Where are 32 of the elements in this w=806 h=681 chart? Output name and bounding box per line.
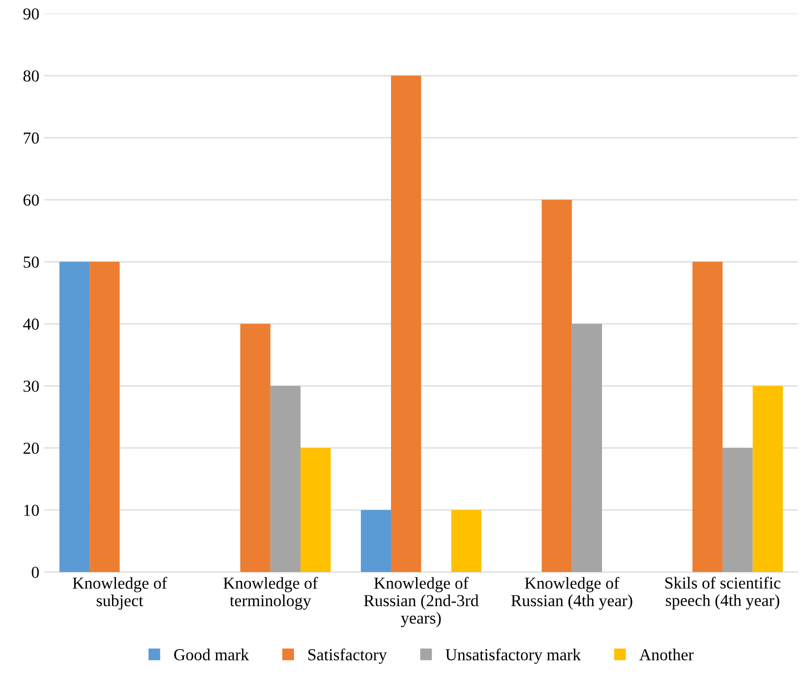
- y-tick-label: 20: [24, 442, 39, 454]
- x-tick-label: Knowledge of Russian (4th year): [511, 576, 632, 610]
- bar: [542, 200, 572, 572]
- bar: [451, 510, 482, 572]
- y-tick-label: 30: [24, 380, 39, 392]
- y-tick-label: 70: [24, 132, 39, 144]
- y-tick-label: 90: [23, 8, 39, 20]
- bar: [240, 324, 270, 572]
- bar: [90, 262, 120, 572]
- legend-label: Another: [639, 648, 694, 660]
- x-tick-label: Knowledge of terminology: [223, 576, 318, 610]
- x-tick-label: Skils of scientific speech (4th year): [665, 576, 780, 610]
- bar: [59, 262, 90, 572]
- bar: [722, 448, 753, 572]
- bar: [572, 324, 602, 572]
- y-tick-label: 40: [23, 318, 39, 330]
- legend-label: Satisfactory: [308, 648, 387, 664]
- bar: [270, 386, 301, 572]
- legend-label: Unsatisfactory mark: [446, 648, 581, 664]
- bar: [390, 76, 422, 572]
- y-tick-label: 10: [24, 504, 39, 516]
- y-tick-label: 60: [24, 194, 39, 206]
- y-tick-label: 80: [23, 70, 39, 82]
- y-tick-label: 50: [24, 256, 39, 268]
- x-tick-label: Knowledge of subject: [72, 576, 168, 610]
- x-tick-label: Knowledge of Russian (2nd-3rd years): [364, 576, 479, 628]
- y-tick-label: 0: [32, 566, 39, 578]
- bar: [692, 262, 723, 572]
- bar: [752, 386, 783, 572]
- bar: [300, 448, 331, 572]
- legend-label: Good mark: [174, 648, 249, 660]
- bar: [360, 510, 391, 572]
